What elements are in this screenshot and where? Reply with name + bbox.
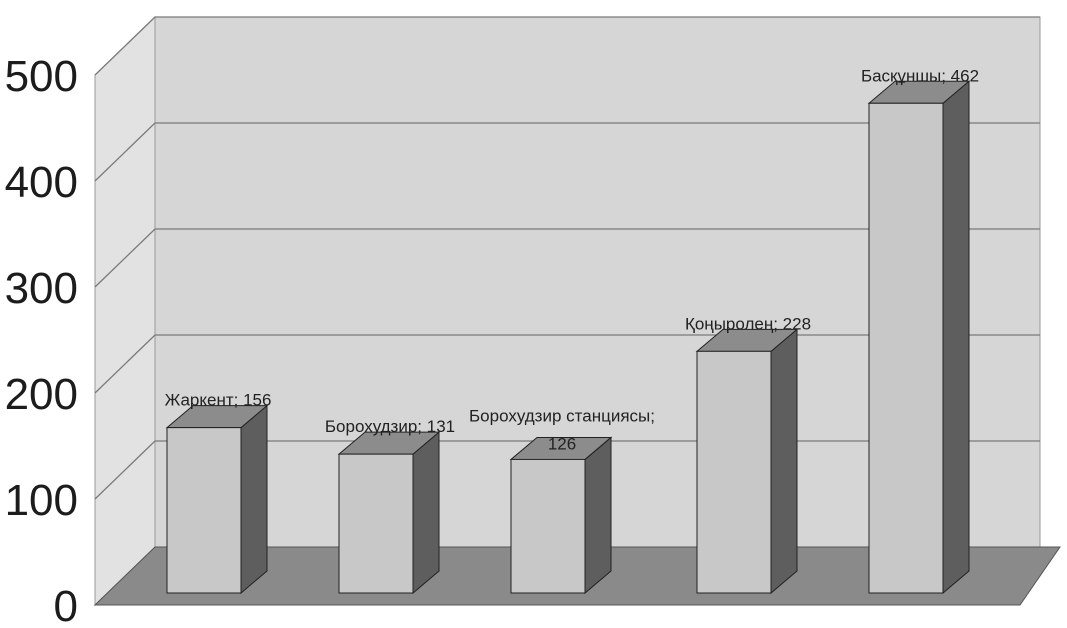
y-tick-label: 100	[5, 476, 78, 525]
bar-side	[770, 328, 798, 595]
bar-front	[868, 102, 944, 594]
gridline	[94, 228, 1040, 288]
data-label: Қоңыролең; 228	[685, 314, 811, 333]
bar-side	[240, 404, 268, 595]
chart-side-wall	[94, 15, 156, 607]
bar-side	[584, 436, 612, 595]
data-label-line2: 126	[548, 434, 576, 453]
data-labels: Жаркент; 156 Борохудзир; 131 Борохудзир ст…	[165, 66, 979, 453]
y-tick-label: 0	[54, 582, 78, 628]
y-tick-label: 200	[5, 370, 78, 419]
data-label: Борохудзир; 131	[325, 417, 455, 436]
bar-2	[337, 431, 441, 595]
data-label: Жаркент; 156	[165, 391, 272, 410]
y-axis: 0 100 200 300 400 500	[5, 52, 78, 628]
y-tick-label: 400	[5, 158, 78, 207]
data-label: Борохудзир станциясы;	[469, 406, 655, 425]
bar-front	[696, 350, 772, 594]
data-label: Басқұншы; 462	[861, 66, 979, 85]
bar-4	[695, 328, 799, 595]
bar-side	[942, 80, 970, 595]
y-tick-label: 300	[5, 264, 78, 313]
bar-front	[166, 427, 242, 594]
y-tick-label: 500	[5, 52, 78, 101]
bar-5	[867, 80, 971, 595]
bar-side	[412, 431, 440, 595]
bar-3	[509, 436, 613, 595]
bar-1	[165, 404, 269, 595]
gridline	[94, 16, 1040, 76]
bar-front	[338, 453, 414, 594]
gridline	[94, 122, 1040, 182]
bar-front	[510, 458, 586, 594]
bars	[165, 80, 971, 595]
